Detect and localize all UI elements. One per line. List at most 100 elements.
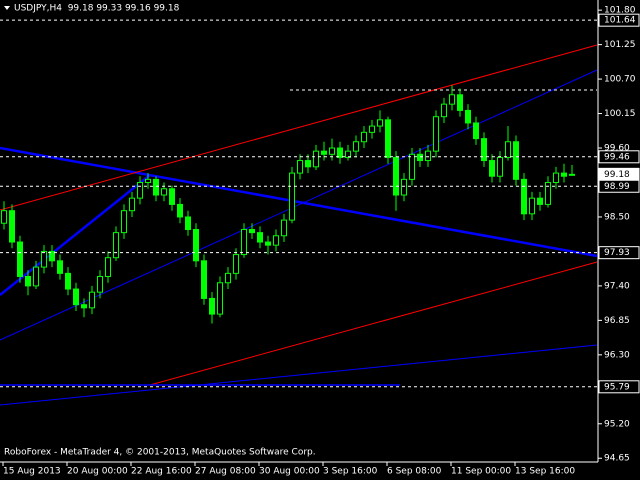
candle-body [161,188,167,196]
candle-body [105,257,111,277]
candle-body [321,150,327,155]
level-tag [598,179,640,193]
candle-body [337,147,343,158]
level-label: 97.93 [604,248,630,258]
candle-body [169,188,175,205]
candle-body [393,156,399,196]
candle-body [481,138,487,162]
candle-body [409,153,415,180]
level-label: 98.99 [604,182,630,192]
y-tick-label: 94.65 [604,454,630,464]
level-tag [598,246,640,260]
candle-body [385,119,391,158]
candle-body [329,147,335,155]
candle-body [65,272,71,290]
candle-body [569,173,575,176]
candle-body [265,241,271,246]
candle-body [137,181,143,199]
candle-body [209,297,215,315]
candle-body [313,150,319,168]
candle-body [281,219,287,237]
candle-body [1,210,7,224]
y-tick-label: 95.20 [604,419,630,429]
candle-body [57,260,63,274]
candle-body [233,254,239,274]
y-tick-label: 99.60 [604,144,630,154]
title-icon [4,6,10,10]
candle-body [369,125,375,133]
candle-body [177,203,183,218]
level-tag [598,13,640,27]
candle-body [129,197,135,212]
level-label: 99.18 [604,170,630,180]
candle-body [241,228,247,256]
candle-body [153,178,159,196]
candle-body [49,250,55,262]
candle-body [145,178,151,183]
candle-body [113,232,119,259]
candle-body [185,216,191,230]
candle-body [537,197,543,205]
x-tick-label: 27 Aug 08:00 [195,467,256,477]
level-label: 95.79 [604,382,630,392]
y-tick-label: 100.70 [604,75,636,85]
candle-body [217,282,223,315]
x-tick-label: 22 Aug 16:00 [131,467,192,477]
candle-body [9,210,15,243]
candle-body [249,228,255,234]
candle-body [505,141,511,158]
candle-body [497,156,503,177]
candle-body [361,131,367,143]
candle-body [529,197,535,215]
chart-title: USDJPY,H4 99.18 99.33 99.16 99.18 [14,4,180,14]
level-label: 101.64 [604,16,636,26]
y-tick-label: 101.80 [604,6,636,16]
candle-body [401,178,407,196]
candle-body [353,141,359,152]
candle-body [513,141,519,180]
candle-body [41,250,47,268]
candle-body [489,160,495,177]
candle-body [425,150,431,162]
candle-body [417,153,423,162]
x-tick-label: 3 Sep 16:00 [323,467,378,477]
candle-body [33,266,39,287]
candle-body [465,109,471,124]
candle-body [345,150,351,158]
candle-body [121,210,127,234]
candle-body [97,275,103,293]
candle-body [553,172,559,183]
y-tick-label: 97.40 [604,281,630,291]
trend-line [0,44,598,211]
x-tick-label: 11 Sep 00:00 [451,467,511,477]
candle-body [17,241,23,277]
candle-body [25,275,31,287]
candle-body [193,228,199,262]
candle-body [73,288,79,306]
candle-body [305,160,311,168]
x-tick-label: 15 Aug 2013 [3,467,61,477]
level-tag [598,150,640,164]
y-tick-label: 98.50 [604,212,630,222]
candle-body [377,119,383,127]
footer: RoboForex - MetaTrader 4, © 2001-2013, M… [4,448,316,458]
candle-body [289,172,295,221]
x-tick-label: 6 Sep 08:00 [387,467,442,477]
y-tick-label: 96.85 [604,316,630,326]
trend-line [0,146,598,258]
candle-body [449,94,455,105]
candle-body [81,304,87,309]
trend-line [0,344,598,406]
candle-body [457,94,463,111]
candle-body [521,178,527,215]
trend-line [0,174,151,296]
y-tick-label: 101.25 [604,40,636,50]
level-tag [598,380,640,394]
y-tick-label: 100.15 [604,109,636,119]
candle-body [297,160,303,174]
candle-body [225,272,231,284]
candle-body [561,172,567,177]
y-tick-label: 96.30 [604,350,630,360]
